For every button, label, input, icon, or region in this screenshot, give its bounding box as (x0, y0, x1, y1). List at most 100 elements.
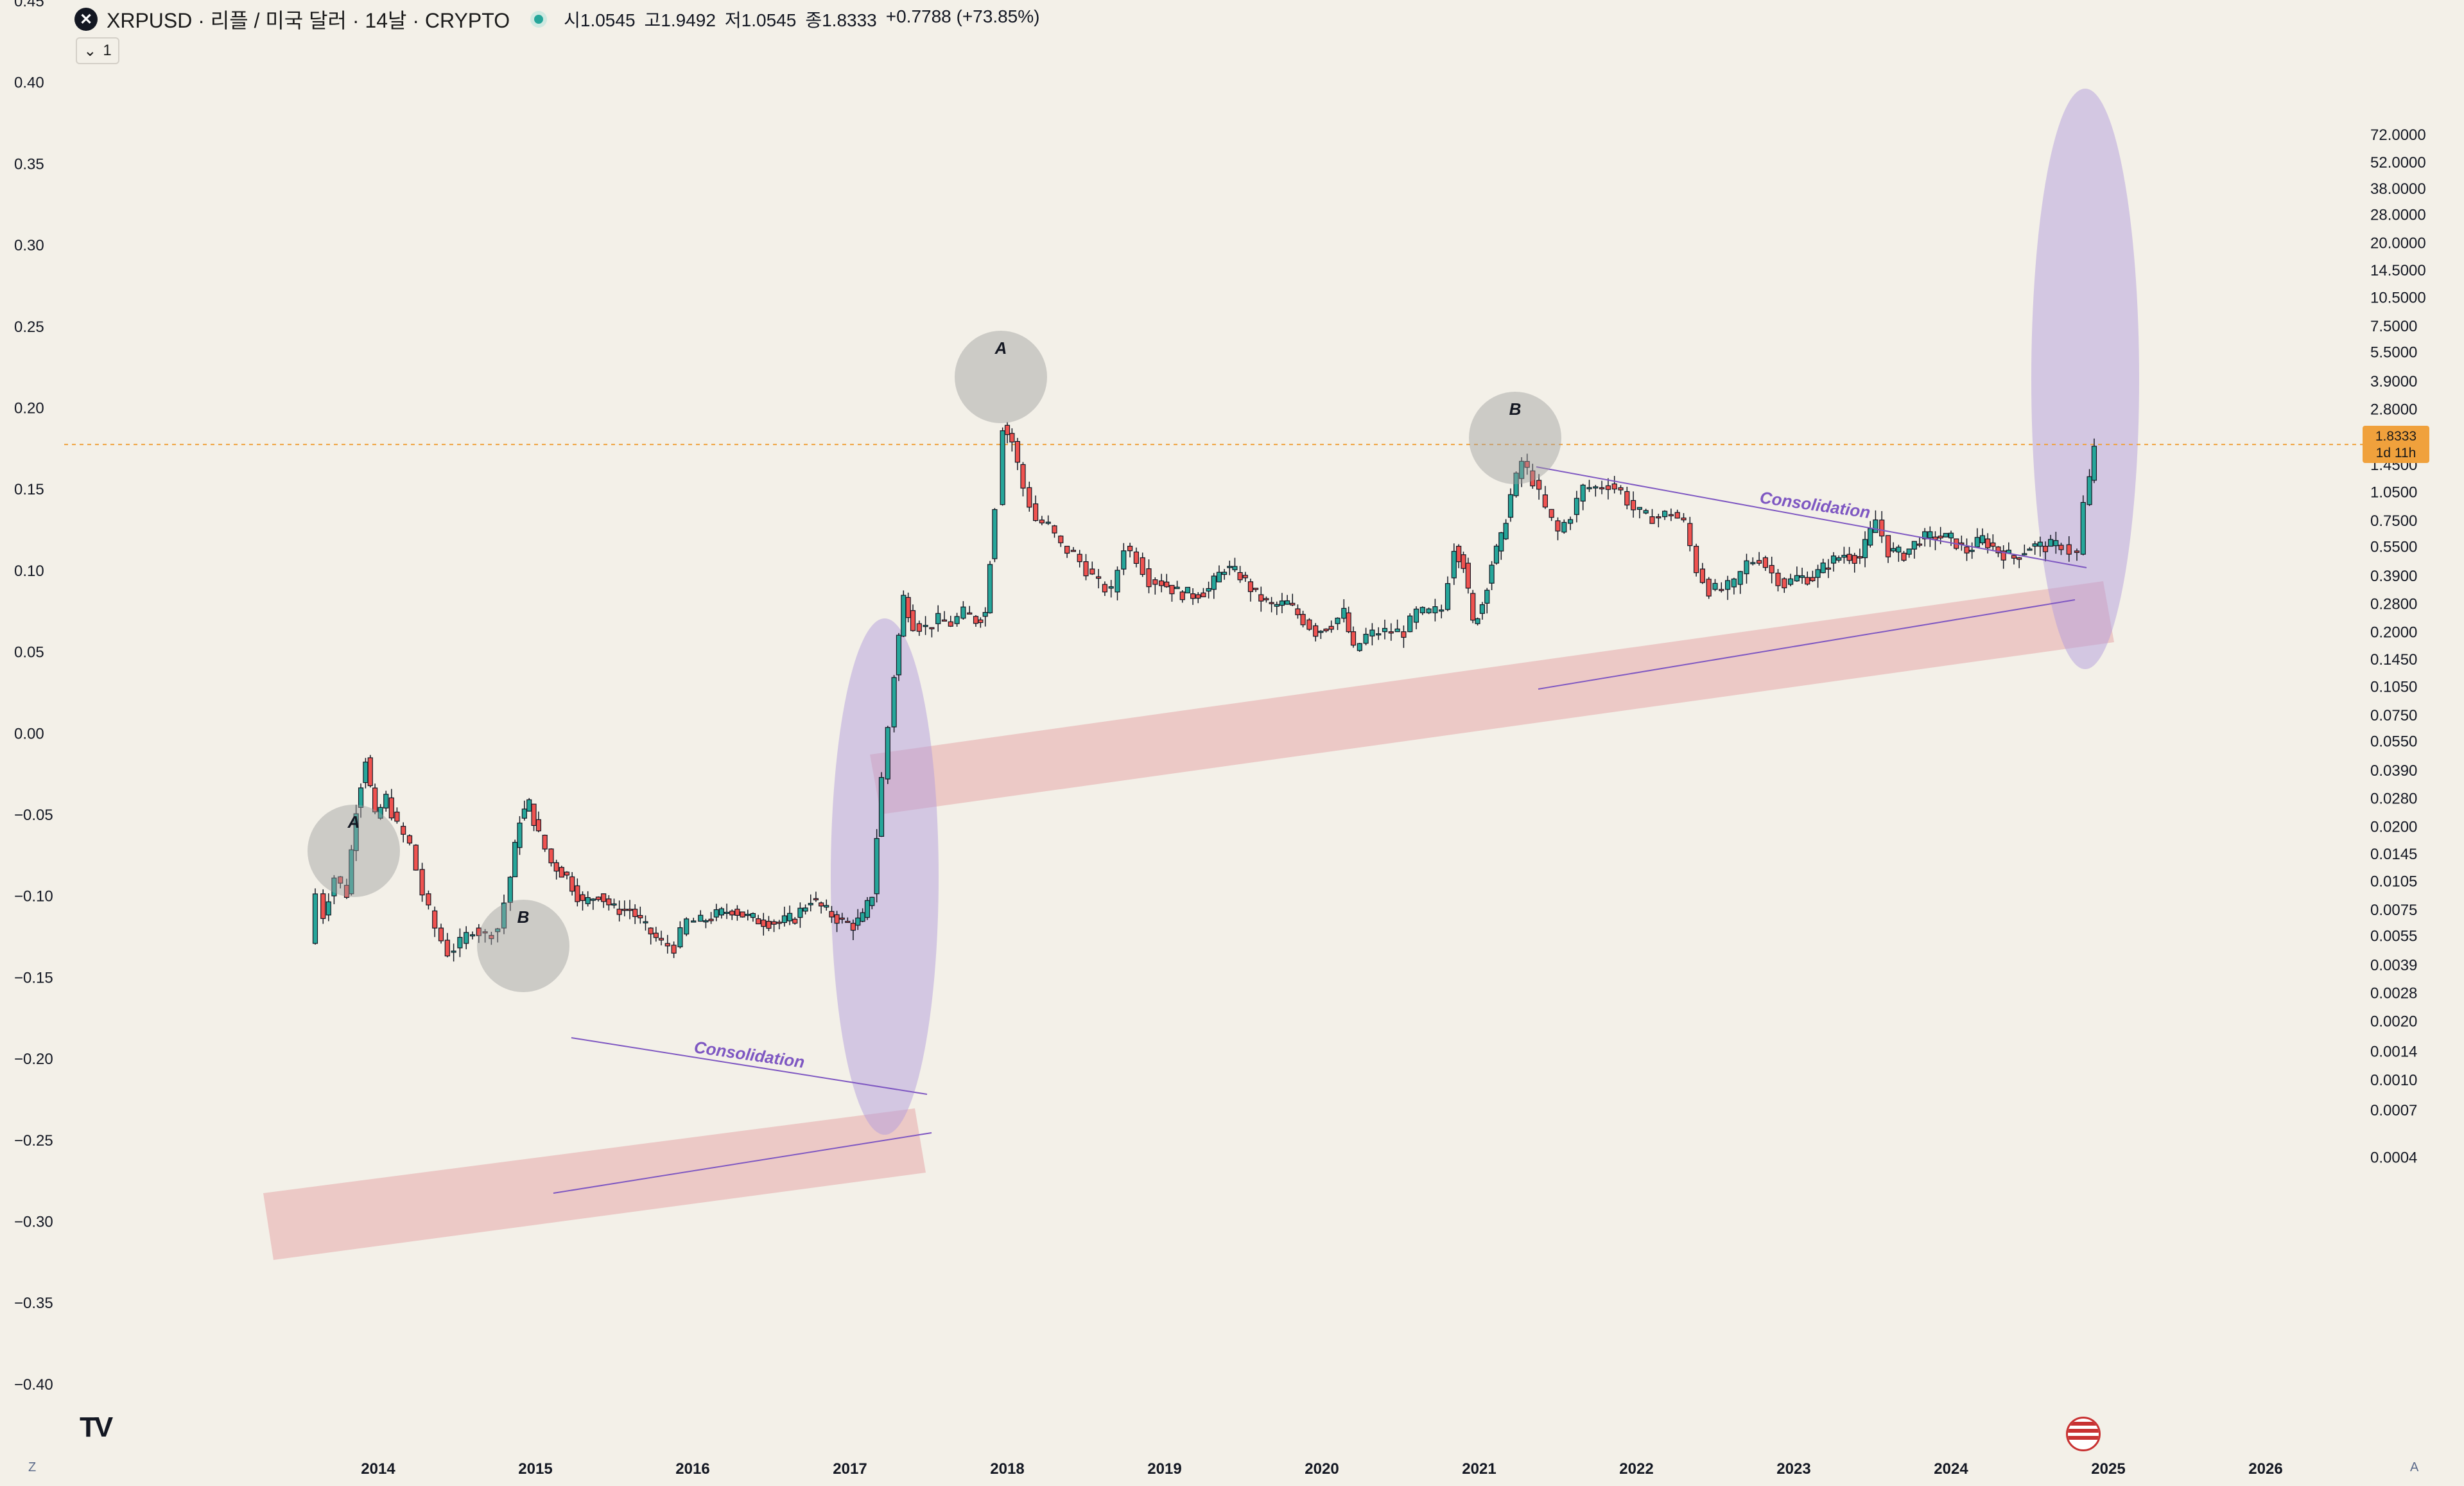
x-tick-label: 2023 (1776, 1460, 1810, 1478)
candle (1762, 555, 1768, 572)
candle-body (451, 950, 456, 953)
candle (1184, 586, 1191, 593)
candle (1896, 545, 1902, 562)
candle (1580, 484, 1586, 511)
candle-body (708, 918, 714, 922)
candle (786, 905, 793, 925)
us-flag-icon[interactable] (2066, 1417, 2101, 1451)
candle-body (353, 813, 359, 852)
candle (1394, 619, 1400, 633)
candle-body (1852, 555, 1857, 564)
breakout-ellipse-2017 (831, 618, 939, 1135)
candle (1927, 526, 1933, 547)
candle-body (948, 621, 953, 627)
candle (438, 923, 444, 944)
x-tick-label: 2020 (1305, 1460, 1339, 1478)
candle-body (1873, 519, 1878, 533)
candle (1794, 566, 1800, 582)
left-tick-label: −0.15 (14, 969, 53, 986)
candle (349, 844, 354, 896)
candle (987, 561, 993, 614)
candle (658, 931, 664, 946)
market-status-icon[interactable] (530, 11, 548, 28)
candle-body (684, 918, 690, 935)
candle (526, 798, 532, 812)
left-tick-label: −0.25 (14, 1132, 53, 1149)
candle (992, 508, 998, 563)
x-tick-label: 2026 (2248, 1460, 2282, 1478)
candle (358, 783, 364, 818)
left-tick-label: 0.10 (14, 563, 44, 580)
candle (1133, 547, 1140, 568)
candle-body (729, 911, 735, 916)
left-tick-label: −0.05 (14, 807, 53, 824)
candle-body (1020, 464, 1026, 489)
candle (771, 919, 777, 932)
candle-body (1027, 487, 1032, 508)
candle-body (1580, 484, 1586, 502)
candle-body (489, 934, 494, 940)
candle-body (850, 923, 856, 931)
right-price-axis[interactable]: 72.0000 52.0000 38.0000 28.0000 20.0000 14.50… (2370, 127, 2426, 1166)
candle-body (1221, 572, 1228, 575)
candle-body (1045, 521, 1051, 524)
candle (621, 900, 627, 916)
candle (1269, 597, 1274, 613)
candle (740, 911, 745, 918)
candle-body (1258, 594, 1264, 602)
candle-body (1426, 608, 1432, 613)
candle-body (1964, 546, 1970, 554)
candle (755, 914, 761, 925)
candle (1706, 577, 1712, 599)
candle (1300, 611, 1306, 627)
candle (1489, 561, 1495, 591)
candle (1788, 573, 1794, 587)
candle-body (1974, 537, 1980, 548)
candle (1295, 604, 1301, 619)
candle-body (797, 907, 803, 918)
candle (845, 917, 851, 923)
candle-body (1649, 516, 1655, 524)
candle (564, 871, 570, 880)
candle-body (1513, 473, 1519, 496)
candle (1174, 581, 1180, 590)
candle (1561, 519, 1567, 534)
right-tick-label: 0.0007 (2370, 1102, 2417, 1119)
indicator-toggle-button[interactable]: ⌄ 1 (76, 37, 119, 64)
candle-body (1279, 600, 1285, 606)
symbol-title[interactable]: XRPUSD · 리플 / 미국 달러 · 14날 · CRYPTO (107, 9, 510, 32)
candle-body (860, 912, 865, 922)
tradingview-logo-icon[interactable]: TV (80, 1412, 113, 1443)
candle (1115, 566, 1120, 600)
candle-body (869, 896, 875, 906)
candle-body (2058, 545, 2064, 550)
left-tick-label: −0.35 (14, 1295, 53, 1312)
candle-body (349, 849, 354, 895)
left-tick-label: 0.35 (14, 155, 44, 173)
candle (1451, 543, 1457, 585)
candle-body (464, 932, 469, 944)
candle-body (1083, 561, 1089, 577)
candle (1852, 552, 1857, 573)
breakout-ellipse-2024 (2031, 89, 2139, 669)
candle-body (1536, 480, 1542, 490)
candle (1662, 510, 1668, 520)
candle-body (2053, 540, 2059, 546)
candle (2042, 541, 2049, 562)
candle (1432, 599, 1438, 622)
candle (585, 891, 591, 907)
candle (653, 927, 659, 942)
candle-body (1769, 564, 1774, 573)
candle-body (929, 627, 935, 629)
candle-body (1232, 566, 1238, 570)
time-axis[interactable]: 2014 2015 2016 2017 2018 2019 2020 2021 2022 2023… (361, 1460, 2282, 1478)
timezone-toggle[interactable]: Z (28, 1460, 37, 1474)
candle (312, 888, 318, 945)
support-band-2017-2024 (870, 581, 2114, 814)
candle (2053, 532, 2059, 554)
auto-scale-toggle[interactable]: A (2410, 1460, 2419, 1474)
candle-body (824, 905, 829, 908)
candle-body (1820, 563, 1826, 573)
candle (1649, 509, 1655, 524)
